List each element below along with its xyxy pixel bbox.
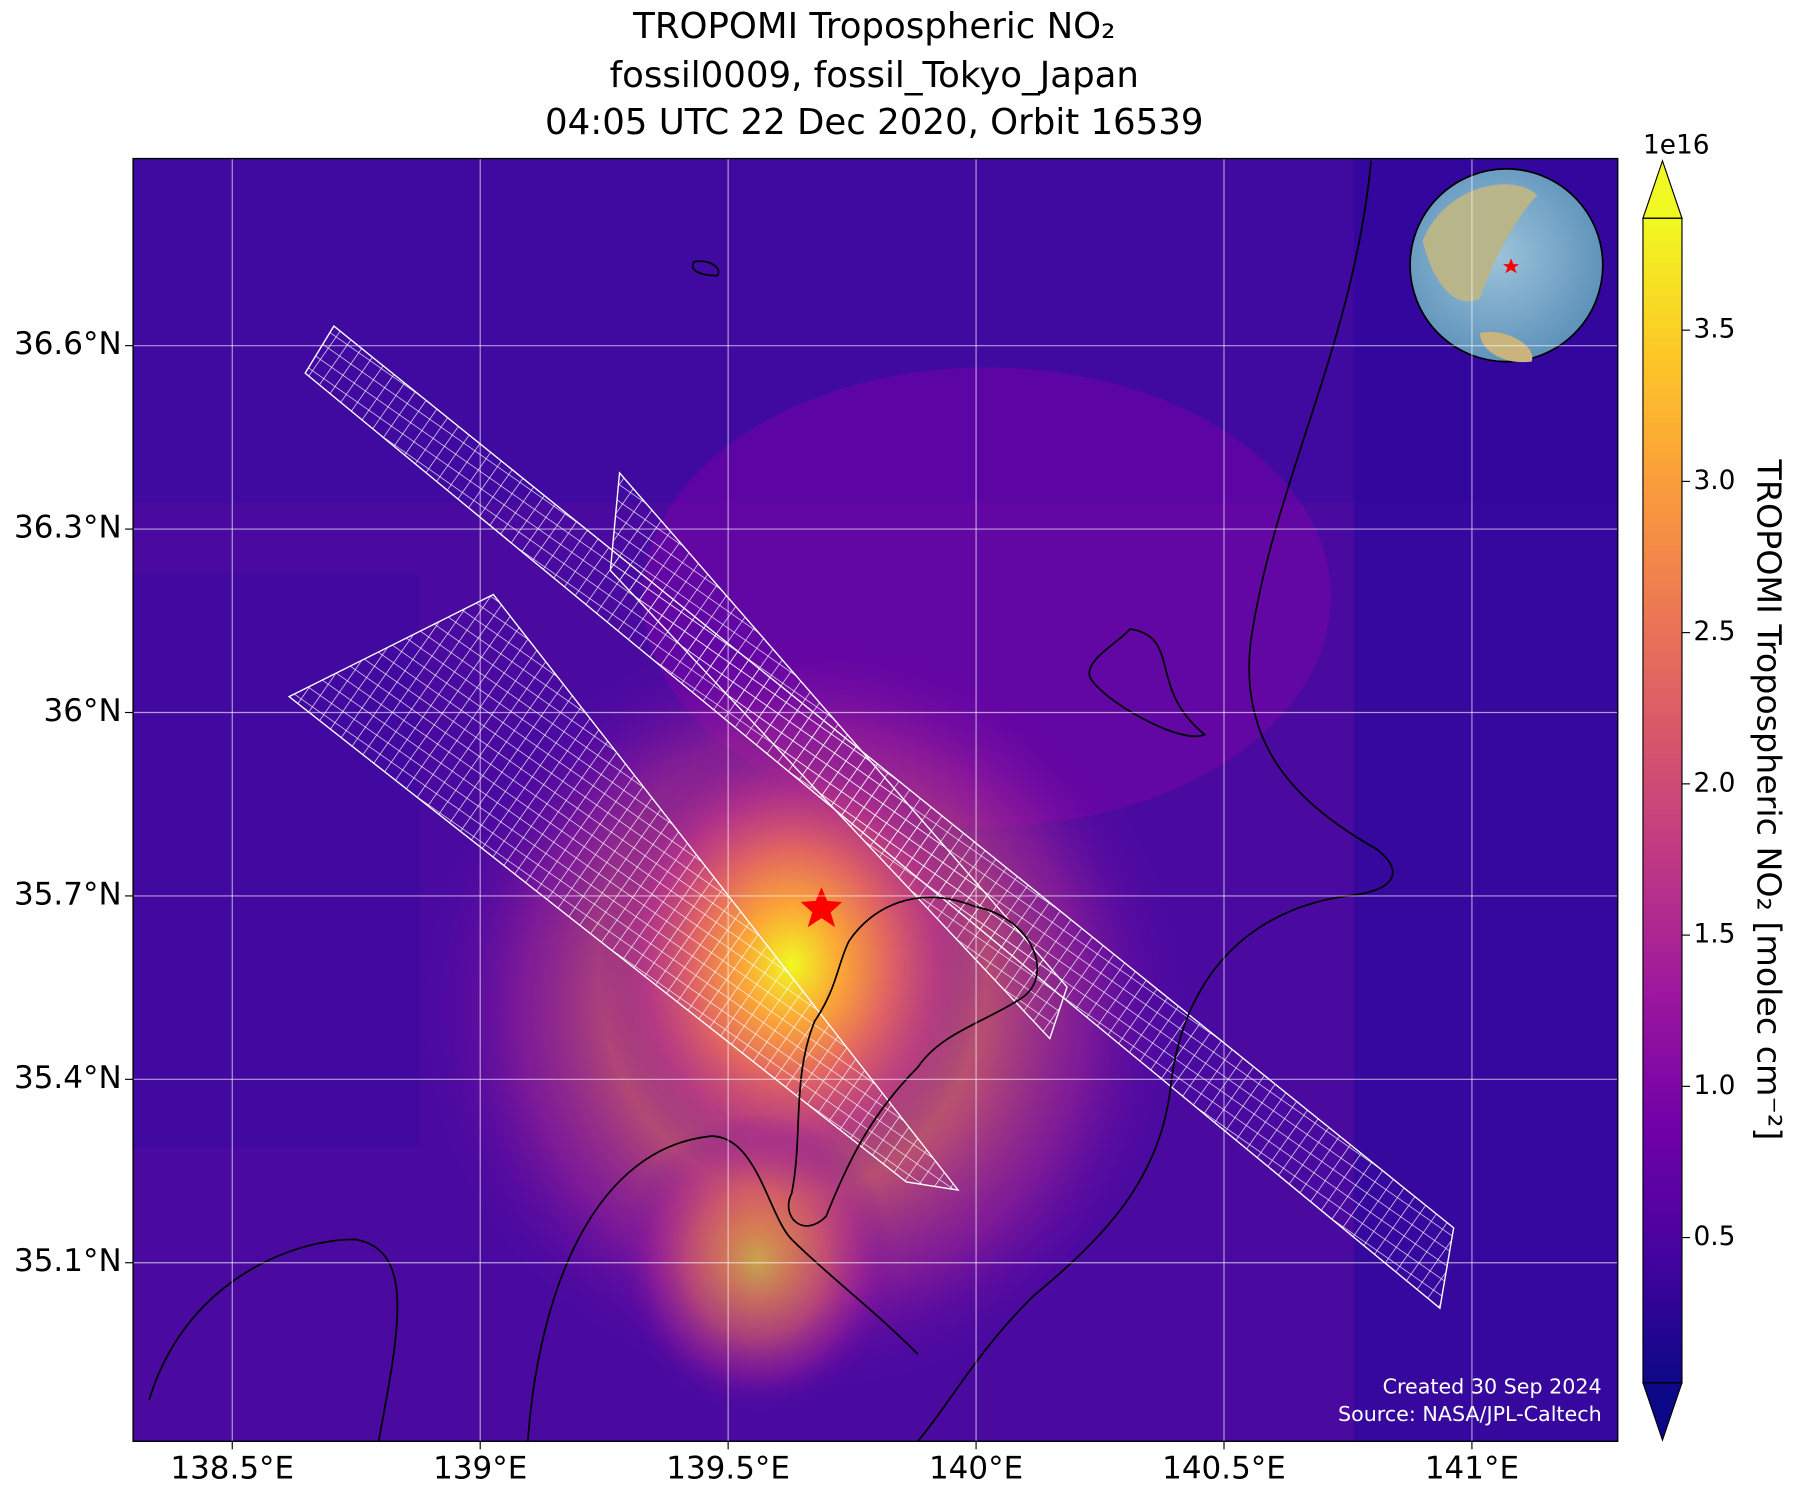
coastline: [917, 160, 1394, 1442]
site-marker: [800, 887, 843, 928]
colorbar: [1642, 218, 1682, 1383]
y-tick-label: 35.1°N: [14, 1243, 122, 1279]
y-tick-label: 35.7°N: [14, 876, 122, 912]
map-frame: [132, 157, 1619, 1442]
coastline: [148, 1238, 399, 1442]
map-area: [133, 158, 1618, 1442]
colorbar-extend-min: [1642, 1382, 1683, 1442]
globe-land: [1422, 184, 1538, 302]
globe-land: [1480, 331, 1533, 363]
swath-footprint: [609, 471, 1068, 1040]
colorbar-scale: 1e16: [1643, 130, 1710, 160]
globe-inset: [1409, 168, 1604, 363]
y-tick-label: 36°N: [44, 693, 122, 729]
colorbar-tick-label: 3.5: [1693, 315, 1735, 345]
x-tick-label: 140°E: [929, 1450, 1023, 1486]
colorbar-frame: [1642, 217, 1683, 1384]
colorbar-tick-label: 2.5: [1693, 617, 1735, 647]
lake: [691, 260, 720, 277]
swath-footprint: [287, 593, 960, 1191]
y-tick-label: 36.3°N: [14, 510, 122, 546]
credit: Source: NASA/JPL-Caltech: [1338, 1402, 1602, 1426]
title-line: TROPOMI Tropospheric NO₂: [632, 6, 1115, 47]
colorbar-label: TROPOMI Tropospheric NO₂ [molec cm⁻²]: [1749, 459, 1788, 1141]
title-line: 04:05 UTC 22 Dec 2020, Orbit 16539: [545, 102, 1204, 143]
credit: Created 30 Sep 2024: [1383, 1374, 1602, 1398]
title-line: fossil0009, fossil_Tokyo_Japan: [610, 55, 1139, 96]
bay-coastline: [787, 896, 1039, 1227]
x-tick-label: 138.5°E: [170, 1450, 294, 1486]
colorbar-tick-label: 1.5: [1693, 920, 1735, 950]
y-tick-label: 36.6°N: [14, 326, 122, 362]
x-tick-label: 140.5°E: [1162, 1450, 1286, 1486]
colorbar-tick-label: 2.0: [1693, 768, 1735, 798]
x-tick-label: 139°E: [433, 1450, 527, 1486]
colorbar-tick-label: 0.5: [1693, 1222, 1735, 1252]
y-tick-label: 35.4°N: [14, 1060, 122, 1096]
colorbar-tick-label: 1.0: [1693, 1071, 1735, 1101]
coastline: [526, 1135, 919, 1442]
colorbar-extend-max: [1642, 159, 1683, 219]
globe-marker: [1502, 258, 1520, 274]
x-tick-label: 141°E: [1425, 1450, 1519, 1486]
lake: [1088, 628, 1207, 738]
colorbar-tick-label: 3.0: [1693, 466, 1735, 496]
x-tick-label: 139.5°E: [666, 1450, 790, 1486]
